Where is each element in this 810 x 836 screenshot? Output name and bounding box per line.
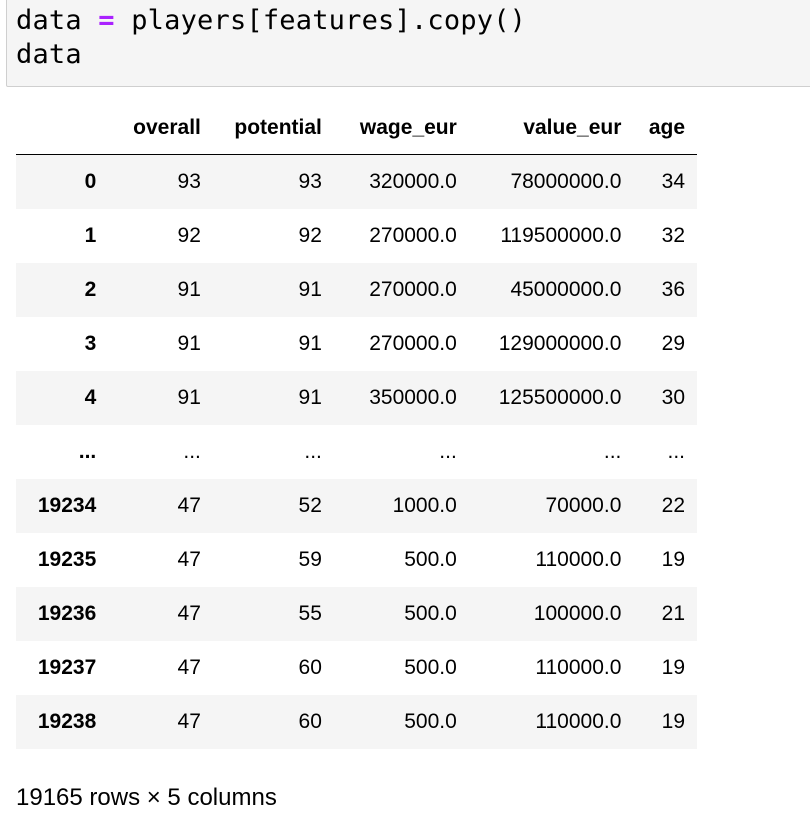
table-row: 2 91 91 270000.0 45000000.0 36 <box>16 262 697 317</box>
table-row: 4 91 91 350000.0 125500000.0 30 <box>16 370 697 425</box>
row-index: 2 <box>84 277 97 301</box>
row-index: 19237 <box>37 655 97 679</box>
cell-overall: 91 <box>177 385 201 409</box>
cell-value-eur: 129000000.0 <box>498 331 622 355</box>
cell-potential: 60 <box>298 709 322 733</box>
cell-age: 19 <box>661 655 685 679</box>
row-index: 19236 <box>37 601 97 625</box>
cell-potential: 60 <box>298 655 322 679</box>
table-header-row: overall potential wage_eur value_eur age <box>16 101 697 155</box>
table-row: 19238 47 60 500.0 110000.0 19 <box>16 694 697 749</box>
table-body: 0 93 93 320000.0 78000000.0 34 1 92 92 270000.0 11… <box>16 154 697 749</box>
cell-overall: 47 <box>177 547 201 571</box>
cell-potential: 91 <box>298 385 322 409</box>
cell-potential: 59 <box>298 547 322 571</box>
cell-potential: 52 <box>298 493 322 517</box>
row-index: ... <box>78 439 97 463</box>
cell-age: 19 <box>661 709 685 733</box>
row-index: 1 <box>84 223 97 247</box>
row-index: 0 <box>84 169 97 193</box>
column-header-age: age <box>634 101 697 155</box>
table-row: 19235 47 59 500.0 110000.0 19 <box>16 533 697 587</box>
cell-wage-eur: 270000.0 <box>369 277 457 301</box>
cell-age: 21 <box>661 601 685 625</box>
assignment-operator: = <box>98 5 115 36</box>
code-text: data <box>16 5 99 36</box>
row-index: 19238 <box>37 709 97 733</box>
code-cell-input[interactable]: data = players[features].copy() data <box>6 0 810 87</box>
table-row: 3 91 91 270000.0 129000000.0 29 <box>16 317 697 371</box>
cell-wage-eur: 270000.0 <box>369 223 457 247</box>
cell-overall: 47 <box>177 493 201 517</box>
cell-overall: 91 <box>177 331 201 355</box>
table-row: 19234 47 52 1000.0 70000.0 22 <box>16 478 697 533</box>
cell-wage-eur: 270000.0 <box>369 331 457 355</box>
cell-wage-eur: ... <box>439 439 457 463</box>
row-index: 19234 <box>37 493 97 517</box>
cell-value-eur: 45000000.0 <box>510 277 622 301</box>
row-count-summary: 19165 rows × 5 columns <box>16 784 277 811</box>
dataframe-table: overall potential wage_eur value_eur age… <box>16 101 697 749</box>
cell-age: 32 <box>661 223 685 247</box>
row-index: 3 <box>84 331 97 355</box>
cell-wage-eur: 500.0 <box>404 601 457 625</box>
cell-wage-eur: 500.0 <box>404 709 457 733</box>
cell-overall: 93 <box>177 169 201 193</box>
cell-value-eur: 78000000.0 <box>510 169 622 193</box>
cell-overall: 91 <box>177 277 201 301</box>
column-header-value-eur: value_eur <box>466 101 635 155</box>
cell-age: ... <box>667 439 685 463</box>
cell-potential: ... <box>304 439 322 463</box>
cell-value-eur: 119500000.0 <box>500 223 622 247</box>
row-index: 19235 <box>37 547 97 571</box>
index-header <box>16 101 102 155</box>
column-header-potential: potential <box>216 101 336 155</box>
table-row: 1 92 92 270000.0 119500000.0 32 <box>16 209 697 263</box>
row-index: 4 <box>84 385 97 409</box>
column-header-overall: overall <box>101 101 217 155</box>
cell-value-eur: 125500000.0 <box>498 385 622 409</box>
table-row: 19236 47 55 500.0 100000.0 21 <box>16 586 697 641</box>
column-header-wage-eur: wage_eur <box>335 101 467 155</box>
cell-overall: 47 <box>177 655 201 679</box>
cell-overall: 47 <box>177 601 201 625</box>
cell-potential: 92 <box>298 223 322 247</box>
cell-wage-eur: 320000.0 <box>369 169 457 193</box>
cell-wage-eur: 350000.0 <box>369 385 457 409</box>
cell-value-eur: 110000.0 <box>535 547 622 571</box>
code-line-1: data = players[features].copy() <box>16 5 526 36</box>
cell-value-eur: ... <box>603 439 622 463</box>
cell-wage-eur: 500.0 <box>404 655 457 679</box>
cell-value-eur: 110000.0 <box>535 655 622 679</box>
cell-overall: 47 <box>177 709 201 733</box>
code-line-2: data <box>16 39 82 70</box>
code-text: players[features].copy() <box>114 5 527 36</box>
cell-age: 34 <box>661 169 685 193</box>
cell-wage-eur: 500.0 <box>404 547 457 571</box>
cell-value-eur: 70000.0 <box>545 493 622 517</box>
cell-value-eur: 100000.0 <box>533 601 622 625</box>
cell-potential: 91 <box>298 331 322 355</box>
cell-age: 29 <box>661 331 685 355</box>
cell-potential: 55 <box>298 601 322 625</box>
cell-value-eur: 110000.0 <box>535 709 622 733</box>
cell-overall: 92 <box>177 223 201 247</box>
table-row: 19237 47 60 500.0 110000.0 19 <box>16 641 697 695</box>
cell-age: 22 <box>661 493 685 517</box>
cell-overall: ... <box>183 439 201 463</box>
cell-wage-eur: 1000.0 <box>392 493 457 517</box>
cell-age: 19 <box>661 547 685 571</box>
cell-potential: 93 <box>298 169 322 193</box>
table-row: .................. <box>16 425 697 479</box>
table-row: 0 93 93 320000.0 78000000.0 34 <box>16 154 697 209</box>
cell-age: 36 <box>661 277 685 301</box>
cell-potential: 91 <box>298 277 322 301</box>
cell-age: 30 <box>661 385 685 409</box>
